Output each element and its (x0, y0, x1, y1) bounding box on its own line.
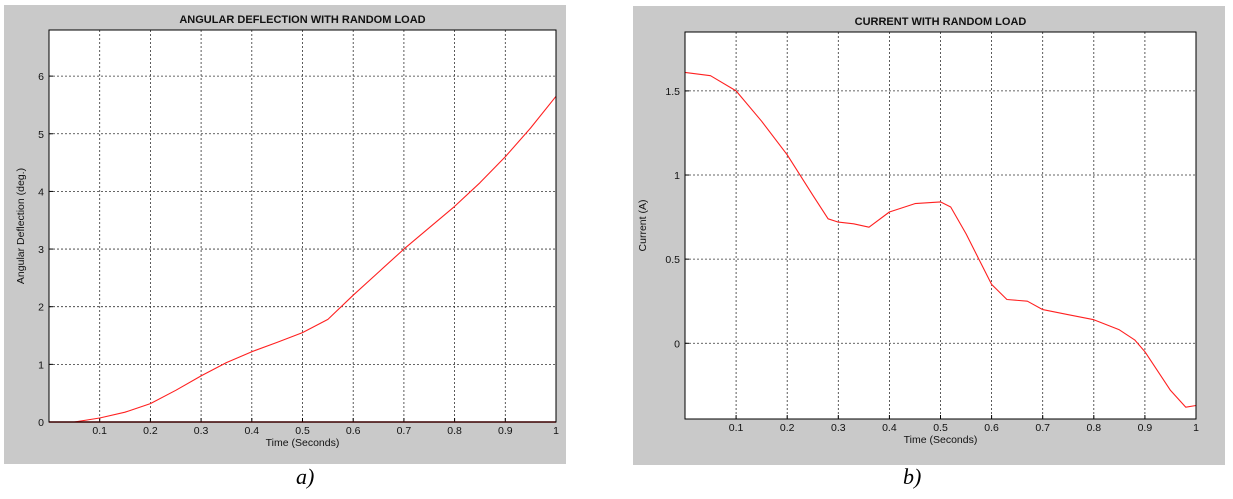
x-tick-label: 0.3 (194, 425, 209, 437)
x-tick-label: 0.8 (447, 425, 462, 437)
x-tick-label: 0.4 (882, 422, 897, 434)
x-tick-label: 0.1 (92, 425, 107, 437)
plot-border (48, 29, 557, 423)
x-tick-label: 0.4 (244, 425, 259, 437)
y-axis-label: Current (A) (637, 200, 649, 252)
y-tick-label: 6 (38, 71, 44, 83)
x-tick-label: 0.2 (143, 425, 158, 437)
series-line-1 (684, 71, 1197, 408)
x-tick-label: 0.5 (295, 425, 310, 437)
x-tick-label: 0.6 (346, 425, 361, 437)
y-axis-label: Angular Deflection (deg.) (15, 168, 27, 284)
y-tick-label: 2 (38, 302, 44, 314)
current-chart: 0.1 0.2 0.3 0.4 0.5 0.6 0.7 0.8 0.9 1 0 0.5 1 1.5 CURR… (637, 16, 1199, 446)
chart-title: ANGULAR DEFLECTION WITH RANDOM LOAD (179, 14, 425, 26)
x-tick-label: 0.7 (397, 425, 412, 437)
x-tick-label: 1 (1193, 422, 1199, 434)
y-tick-label: 1 (38, 359, 44, 371)
y-tick-label: 0 (38, 417, 44, 429)
chart-panel-a: 0.1 0.2 0.3 0.4 0.5 0.6 0.7 0.8 0.9 1 0 1 2 3 4 5 6 ANGUL… (4, 5, 566, 464)
x-tick-label: 0.9 (498, 425, 513, 437)
x-tick-label: 1 (553, 425, 559, 437)
y-tick-label: 3 (38, 244, 44, 256)
chart-title: CURRENT WITH RANDOM LOAD (855, 16, 1027, 28)
caption-a: a) (296, 464, 315, 489)
x-tick-label: 0.6 (984, 422, 999, 434)
x-tick-label: 0.3 (831, 422, 846, 434)
x-tick-label: 0.7 (1035, 422, 1050, 434)
y-tick-label: 1 (674, 170, 680, 182)
y-tick-label: 5 (38, 129, 44, 141)
x-tick-label: 0.1 (729, 422, 744, 434)
x-tick-label: 0.8 (1086, 422, 1101, 434)
plot-border (684, 31, 1197, 420)
y-tick-label: 4 (38, 186, 44, 198)
y-tick-label: 0 (674, 338, 680, 350)
x-tick-label: 0.5 (933, 422, 948, 434)
x-tick-label: 0.2 (780, 422, 795, 434)
chart-panel-b: 0.1 0.2 0.3 0.4 0.5 0.6 0.7 0.8 0.9 1 0 0.5 1 1.5 CURR… (633, 6, 1225, 465)
x-axis-label: Time (Seconds) (904, 434, 978, 446)
series-line-1 (49, 95, 557, 423)
y-tick-label: 1.5 (665, 86, 680, 98)
x-tick-label: 0.9 (1138, 422, 1153, 434)
x-axis-label: Time (Seconds) (266, 437, 340, 449)
angular-deflection-chart: 0.1 0.2 0.3 0.4 0.5 0.6 0.7 0.8 0.9 1 0 1 2 3 4 5 6 ANGUL… (15, 14, 559, 449)
caption-b: b) (903, 464, 922, 489)
y-tick-label: 0.5 (665, 254, 680, 266)
